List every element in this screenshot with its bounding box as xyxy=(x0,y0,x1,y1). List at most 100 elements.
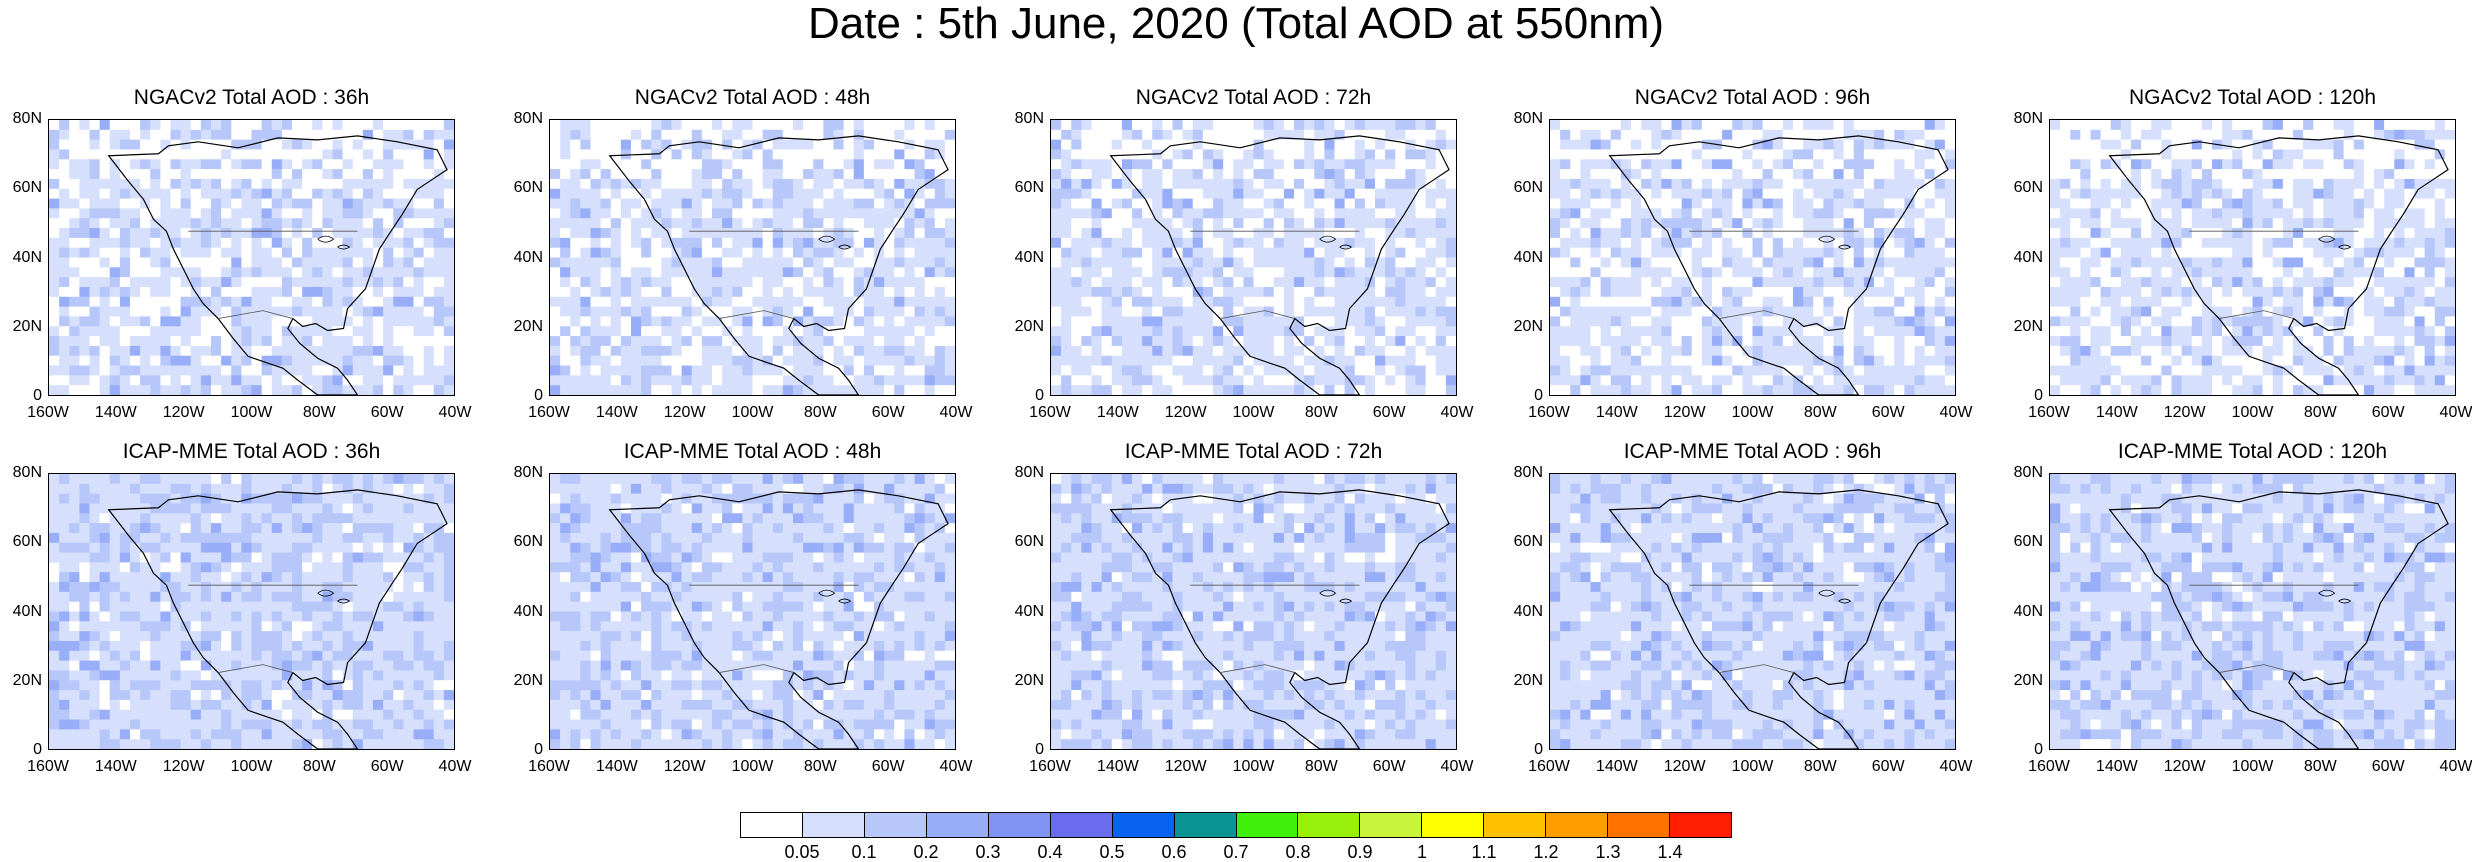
lat-tick-label: 60N xyxy=(1513,179,1543,197)
lon-tick-label: 60W xyxy=(370,758,404,775)
lon-tick-label: 160W xyxy=(1528,404,1570,421)
colorbar-label: 1.3 xyxy=(1595,842,1621,862)
lon-tick-label: 120W xyxy=(1164,404,1207,421)
aod-map xyxy=(2049,119,2456,396)
colorbar-label: 0.9 xyxy=(1347,842,1373,862)
colorbar-box xyxy=(1174,813,1237,837)
lon-tick-label: 140W xyxy=(94,404,137,421)
colorbar-box xyxy=(802,813,865,837)
lon-tick-label: 100W xyxy=(2231,758,2274,775)
map-panel: ICAP-MME Total AOD : 72h 80N 60N 40N 20N 0 160… xyxy=(1015,440,1474,803)
colorbar-label: 1 xyxy=(1416,842,1427,862)
lat-tick-label: 0 xyxy=(534,741,543,758)
great-lakes xyxy=(317,235,351,250)
aod-map xyxy=(1549,119,1956,396)
lon-tick-label: 100W xyxy=(1232,404,1275,421)
lon-tick-label: 120W xyxy=(162,758,205,775)
lon-tick-label: 100W xyxy=(230,758,273,775)
great-lakes xyxy=(2318,235,2352,250)
colorbar-box xyxy=(864,813,927,837)
lat-tick-label: 20N xyxy=(12,317,42,335)
colorbar-box xyxy=(1546,813,1609,837)
lon-tick-label: 80W xyxy=(2303,758,2337,775)
lon-tick-label: 120W xyxy=(1663,758,1706,775)
lon-tick-label: 60W xyxy=(1372,404,1406,421)
aod-map-svg xyxy=(1550,474,1955,749)
lon-tick-label: 80W xyxy=(1304,758,1338,775)
lon-tick-label: 120W xyxy=(663,404,706,421)
great-lakes xyxy=(317,589,351,604)
lat-tick-label: 80N xyxy=(12,464,42,481)
panel-title: NGACv2 Total AOD : 96h xyxy=(1634,86,1871,109)
aod-shading xyxy=(1550,120,1955,395)
lon-tick-label: 60W xyxy=(2371,758,2405,775)
great-lakes xyxy=(818,589,852,604)
lon-tick-label: 140W xyxy=(94,758,137,775)
map-panel: NGACv2 Total AOD : 72h 80N 60N 40N 20N 0 160W 1… xyxy=(1015,86,1474,449)
colorbar-label: 0.7 xyxy=(1223,842,1249,862)
lon-tick-label: 140W xyxy=(595,758,638,775)
colorbar-box xyxy=(1484,813,1547,837)
panel-title: ICAP-MME Total AOD : 48h xyxy=(623,440,882,463)
coastline xyxy=(1109,135,1450,395)
map-panel: NGACv2 Total AOD : 48h 80N 60N 40N 20N 0 160W 1… xyxy=(514,86,973,449)
colorbar-label: 0.2 xyxy=(913,842,939,862)
lon-tick-label: 140W xyxy=(2095,758,2138,775)
colorbar-label: 0.3 xyxy=(975,842,1001,862)
lat-tick-label: 60N xyxy=(1513,533,1543,551)
lat-tick-label: 80N xyxy=(12,110,42,127)
lon-tick-label: 100W xyxy=(230,404,273,421)
lat-tick-label: 80N xyxy=(513,464,543,481)
us-mexico-border xyxy=(1719,664,1794,673)
lon-tick-label: 160W xyxy=(1029,758,1071,775)
lon-tick-label: 80W xyxy=(1803,758,1837,775)
lon-tick-label: 60W xyxy=(1871,758,1905,775)
lat-tick-label: 40N xyxy=(1513,602,1543,620)
lat-tick-label: 80N xyxy=(2013,110,2043,127)
lat-tick-label: 0 xyxy=(1035,741,1044,758)
aod-map-svg xyxy=(2050,474,2455,749)
lon-tick-label: 100W xyxy=(1731,758,1774,775)
lat-tick-label: 60N xyxy=(2013,533,2043,551)
map-panel: NGACv2 Total AOD : 120h 80N 60N 40N 20N 0 160W… xyxy=(2014,86,2472,449)
lon-tick-label: 40W xyxy=(1440,404,1474,421)
lat-tick-label: 40N xyxy=(1014,248,1044,266)
lon-tick-label: 100W xyxy=(731,758,774,775)
lon-tick-label: 140W xyxy=(1096,758,1139,775)
aod-map xyxy=(1050,119,1457,396)
great-lakes xyxy=(1319,235,1353,250)
panel-title: ICAP-MME Total AOD : 72h xyxy=(1124,440,1383,463)
aod-map-svg xyxy=(550,474,955,749)
us-mexico-border xyxy=(719,664,794,673)
lon-tick-label: 120W xyxy=(2163,758,2206,775)
coastline xyxy=(2108,135,2449,395)
colorbar-box xyxy=(1422,813,1485,837)
aod-map-svg xyxy=(2050,120,2455,395)
lat-tick-label: 60N xyxy=(1014,533,1044,551)
us-mexico-border xyxy=(1719,310,1794,319)
colorbar-label: 0.8 xyxy=(1285,842,1311,862)
lon-tick-label: 120W xyxy=(1663,404,1706,421)
coastline xyxy=(608,135,949,395)
colorbar-box xyxy=(1236,813,1299,837)
lon-tick-label: 120W xyxy=(1164,758,1207,775)
lon-tick-label: 140W xyxy=(1595,404,1638,421)
aod-shading xyxy=(550,120,955,395)
coastline xyxy=(1608,135,1949,395)
lon-tick-label: 140W xyxy=(1096,404,1139,421)
lon-tick-label: 120W xyxy=(162,404,205,421)
us-mexico-border xyxy=(1220,310,1295,319)
panel-title: ICAP-MME Total AOD : 36h xyxy=(122,440,381,463)
lat-tick-label: 80N xyxy=(1014,110,1044,127)
panel-title: NGACv2 Total AOD : 48h xyxy=(634,86,871,109)
aod-map-svg xyxy=(1051,474,1456,749)
lon-tick-label: 80W xyxy=(803,758,837,775)
aod-map xyxy=(1050,473,1457,750)
lat-tick-label: 60N xyxy=(1014,179,1044,197)
lon-tick-label: 80W xyxy=(302,404,336,421)
lat-tick-label: 0 xyxy=(33,741,42,758)
lon-tick-label: 80W xyxy=(302,758,336,775)
map-panel: ICAP-MME Total AOD : 120h 80N 60N 40N 20N 0 16… xyxy=(2014,440,2472,803)
colorbar-label: 1.4 xyxy=(1657,842,1683,862)
coastline xyxy=(1109,489,1450,749)
